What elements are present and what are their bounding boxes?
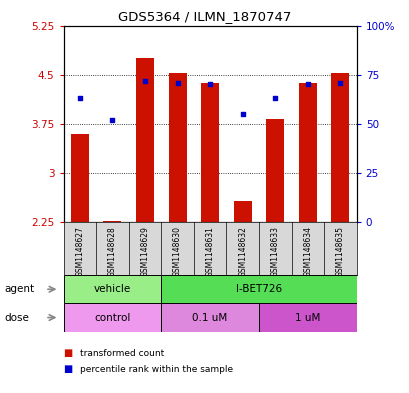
Text: 0.1 uM: 0.1 uM: [192, 312, 227, 323]
Point: [271, 95, 278, 101]
Text: ■: ■: [63, 348, 73, 358]
Bar: [63, 275, 161, 303]
Point: [142, 77, 148, 84]
Bar: [168, 73, 186, 222]
Bar: [161, 303, 258, 332]
Point: [304, 81, 310, 88]
Text: percentile rank within the sample: percentile rank within the sample: [80, 365, 232, 373]
Point: [206, 81, 213, 88]
Bar: [71, 134, 89, 222]
Text: agent: agent: [4, 284, 34, 294]
Point: [76, 95, 83, 101]
Bar: [201, 83, 218, 222]
Point: [174, 79, 180, 86]
Bar: [266, 119, 283, 222]
Text: GSM1148634: GSM1148634: [303, 226, 312, 277]
Bar: [136, 58, 153, 222]
Text: vehicle: vehicle: [94, 284, 131, 294]
Text: ■: ■: [63, 364, 73, 374]
Text: I-BET726: I-BET726: [235, 284, 281, 294]
Text: GSM1148633: GSM1148633: [270, 226, 279, 277]
Text: GSM1148630: GSM1148630: [173, 226, 182, 277]
Text: GDS5364 / ILMN_1870747: GDS5364 / ILMN_1870747: [118, 10, 291, 23]
Text: GSM1148628: GSM1148628: [108, 226, 117, 277]
Text: dose: dose: [4, 312, 29, 323]
Bar: [233, 201, 251, 222]
Point: [239, 111, 245, 117]
Text: GSM1148627: GSM1148627: [75, 226, 84, 277]
Text: transformed count: transformed count: [80, 349, 164, 358]
Bar: [258, 303, 356, 332]
Bar: [298, 83, 316, 222]
Text: 1 uM: 1 uM: [294, 312, 320, 323]
Text: GSM1148632: GSM1148632: [238, 226, 247, 277]
Bar: [330, 73, 348, 222]
Text: GSM1148635: GSM1148635: [335, 226, 344, 277]
Text: GSM1148631: GSM1148631: [205, 226, 214, 277]
Point: [336, 79, 343, 86]
Point: [109, 117, 115, 123]
Bar: [103, 221, 121, 222]
Bar: [161, 275, 356, 303]
Text: GSM1148629: GSM1148629: [140, 226, 149, 277]
Text: control: control: [94, 312, 130, 323]
Bar: [63, 303, 161, 332]
